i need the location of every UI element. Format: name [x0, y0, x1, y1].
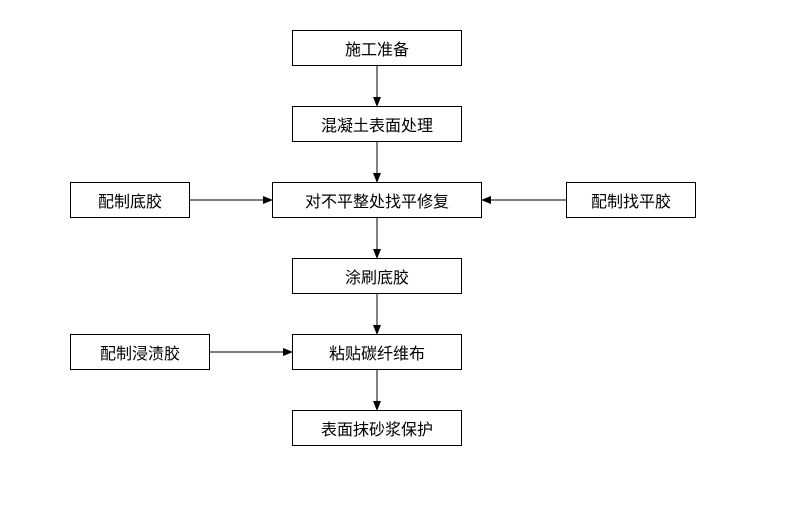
flowchart-node-n3: 对不平整处找平修复	[272, 182, 482, 218]
flowchart-node-n6: 表面抹砂浆保护	[292, 410, 462, 446]
flowchart-node-s3: 配制浸渍胶	[70, 334, 210, 370]
flowchart-node-n2: 混凝土表面处理	[292, 106, 462, 142]
flowchart-node-label: 配制底胶	[98, 188, 162, 212]
flowchart-node-n5: 粘贴碳纤维布	[292, 334, 462, 370]
flowchart-node-label: 表面抹砂浆保护	[321, 416, 433, 440]
flowchart-node-label: 对不平整处找平修复	[305, 188, 449, 212]
flowchart-node-s2: 配制找平胶	[566, 182, 696, 218]
flowchart-node-label: 涂刷底胶	[345, 264, 409, 288]
flowchart-node-label: 施工准备	[345, 36, 409, 60]
flowchart-node-label: 配制浸渍胶	[100, 340, 180, 364]
flowchart-node-label: 配制找平胶	[591, 188, 671, 212]
flowchart-node-label: 混凝土表面处理	[321, 112, 433, 136]
flowchart-node-n1: 施工准备	[292, 30, 462, 66]
flowchart-node-label: 粘贴碳纤维布	[329, 340, 425, 364]
flowchart-node-s1: 配制底胶	[70, 182, 190, 218]
flowchart-node-n4: 涂刷底胶	[292, 258, 462, 294]
